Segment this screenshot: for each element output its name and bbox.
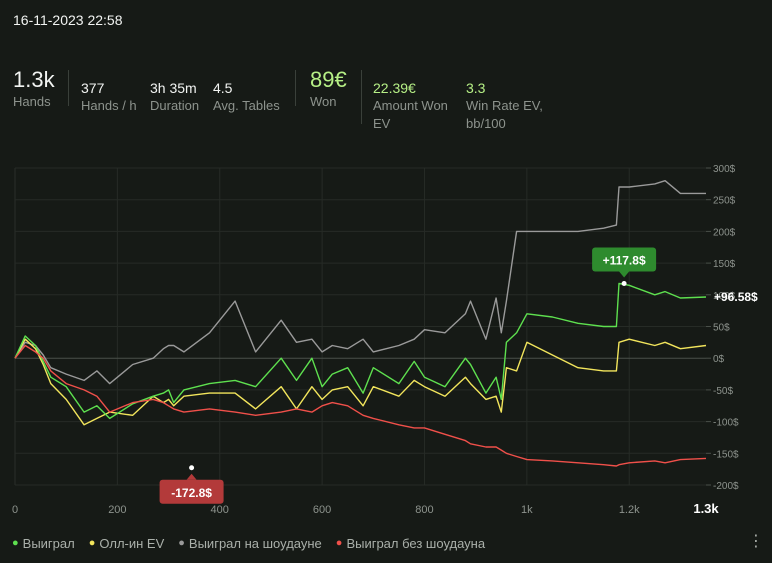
series-line	[14, 338, 707, 426]
legend-item[interactable]: ● Олл-ин EV	[89, 536, 165, 551]
y-tick-label: 250$	[713, 196, 736, 207]
y-tick-label: -50$	[713, 386, 733, 397]
y-tick-label: 300$	[713, 164, 736, 175]
max-label-text: +117.8$	[603, 254, 646, 268]
max-label-pointer	[619, 271, 630, 278]
stat-duration: 3h 35m Duration	[150, 79, 199, 115]
stat-avg-tables-label: Avg. Tables	[213, 98, 280, 113]
stat-win-rate-ev-label-1: Win Rate EV,	[466, 98, 543, 113]
x-tick-label: 600	[313, 504, 331, 516]
stat-avg-tables: 4.5 Avg. Tables	[213, 79, 280, 115]
legend-label: Олл-ин EV	[99, 536, 165, 551]
max-label-box	[592, 247, 657, 272]
y-tick-label: 0$	[713, 354, 725, 365]
max-point-marker	[621, 281, 627, 287]
min-point-marker	[189, 465, 195, 471]
x-tick-label: 0	[12, 504, 18, 516]
series-line	[14, 344, 707, 467]
y-tick-label: 50$	[713, 323, 730, 334]
x-tick-label: 1k	[521, 504, 533, 516]
stat-avg-tables-value: 4.5	[213, 80, 233, 96]
stat-amount-won-ev-label-2: EV	[373, 116, 391, 131]
series-line	[14, 180, 706, 385]
legend-label: Выиграл без шоудауна	[346, 536, 486, 551]
stat-won-value: 89€	[310, 67, 347, 92]
stat-won: 89€ Won	[310, 67, 347, 111]
stat-hands-per-hour: 377 Hands / h	[81, 79, 137, 115]
stat-amount-won-ev: 22.39€ Amount Won EV	[373, 79, 448, 133]
legend-dot-icon: ●	[178, 537, 185, 549]
legend-item[interactable]: ● Выиграл	[12, 536, 75, 551]
current-value-label: +96.58$	[714, 290, 758, 304]
y-tick-label: -200$	[713, 481, 739, 492]
more-options-icon[interactable]: ⋮	[748, 533, 764, 550]
y-tick-label: 200$	[713, 227, 736, 238]
legend-item[interactable]: ● Выиграл без шоудауна	[336, 536, 485, 551]
stat-win-rate-ev: 3.3 Win Rate EV, bb/100	[466, 79, 543, 133]
legend-label: Выиграл	[22, 536, 75, 551]
stat-hands: 1.3k Hands	[13, 67, 55, 111]
x-tick-label: 800	[415, 504, 433, 516]
stat-amount-won-ev-label-1: Amount Won	[373, 98, 448, 113]
stat-win-rate-ev-value: 3.3	[466, 80, 486, 96]
stat-amount-won-ev-value: 22.39€	[373, 80, 416, 96]
legend-dot-icon: ●	[12, 537, 19, 549]
series-line	[14, 282, 707, 420]
min-label-box	[159, 479, 224, 504]
x-tick-label: 1.3k	[693, 501, 719, 516]
stat-win-rate-ev-label-2: bb/100	[466, 116, 506, 131]
divider	[295, 70, 296, 106]
stat-hands-value: 1.3k	[13, 67, 55, 92]
stat-hands-per-hour-value: 377	[81, 80, 105, 96]
profit-chart[interactable]: 0 200 400 600 800 1k 1.2k 1.3k 300$ 250$ 200$ 150$ 1…	[0, 150, 772, 520]
legend-item[interactable]: ● Выиграл на шоудауне	[178, 536, 322, 551]
min-label-pointer	[186, 473, 197, 480]
legend-label: Выиграл на шоудауне	[188, 536, 322, 551]
x-tick-label: 400	[211, 504, 229, 516]
y-tick-label: 100$	[713, 291, 736, 302]
stat-hands-label: Hands	[13, 94, 51, 109]
min-label-text: -172.8$	[171, 486, 212, 500]
divider	[361, 70, 362, 124]
y-tick-label: -150$	[713, 449, 739, 460]
stat-won-label: Won	[310, 94, 337, 109]
stat-duration-value: 3h 35m	[150, 80, 197, 96]
stat-duration-label: Duration	[150, 98, 200, 113]
chart-legend: ● Выиграл ● Олл-ин EV ● Выиграл на шоуда…	[12, 536, 485, 551]
y-tick-label: -100$	[713, 418, 739, 429]
session-datetime: 16-11-2023 22:58	[13, 12, 123, 28]
x-tick-label: 200	[108, 504, 126, 516]
stat-hands-per-hour-label: Hands / h	[81, 98, 137, 113]
y-tick-label: 150$	[713, 259, 736, 270]
legend-dot-icon: ●	[88, 537, 96, 549]
x-tick-label: 1.2k	[619, 504, 640, 516]
legend-dot-icon: ●	[335, 537, 343, 549]
divider	[68, 70, 69, 106]
